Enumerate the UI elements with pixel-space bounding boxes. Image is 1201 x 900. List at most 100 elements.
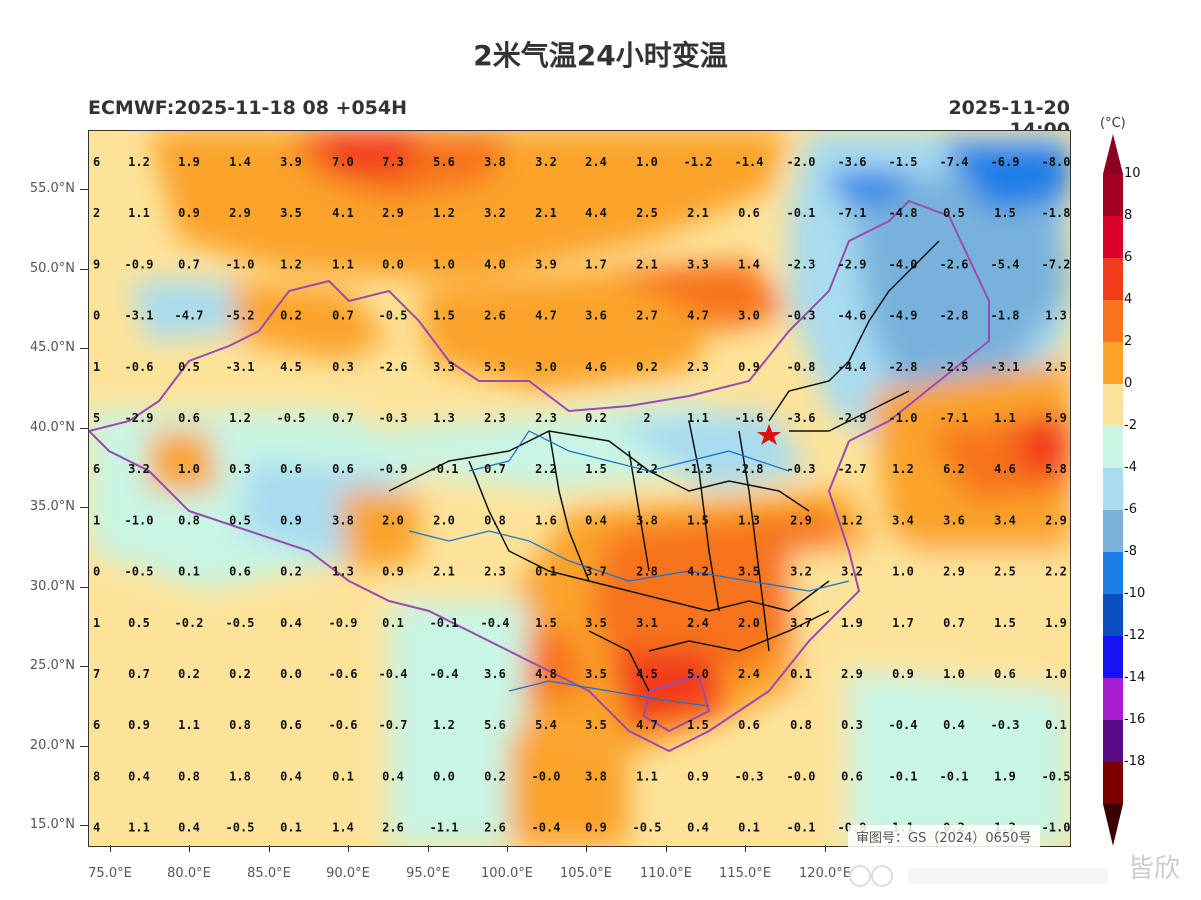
grid-value: 0.4 (280, 769, 302, 783)
longitude-label: 100.0°E (481, 866, 533, 881)
grid-value: -0.2 (175, 616, 204, 630)
grid-value: -0.5 (277, 411, 306, 425)
grid-value: -7.1 (838, 206, 867, 220)
grid-value: -1.4 (735, 155, 764, 169)
grid-value: -2.8 (940, 309, 969, 323)
grid-value: 2.2 (1045, 565, 1067, 579)
longitude-label: 95.0°E (406, 866, 450, 881)
grid-value: 0 (93, 565, 100, 579)
grid-value: 2.0 (382, 513, 404, 527)
grid-value: 2.0 (738, 616, 760, 630)
grid-value: 1.0 (636, 155, 658, 169)
grid-value: 0.6 (738, 718, 760, 732)
colorbar-segment (1103, 426, 1123, 468)
grid-value: 1 (93, 513, 100, 527)
grid-value: 5.6 (484, 718, 506, 732)
map-canvas: 6 1.2 1.9 1.4 3.9 7.0 7.3 5.6 3.8 3.2 2.4 1.0 -1.2 -1… (89, 131, 1070, 846)
grid-value: 3.6 (943, 513, 965, 527)
grid-value: 4.7 (636, 718, 658, 732)
grid-value: 2.7 (636, 309, 658, 323)
grid-value: -3.1 (226, 360, 255, 374)
grid-value: -0.5 (633, 821, 662, 835)
grid-value: 0.6 (178, 411, 200, 425)
grid-value: 3.1 (636, 616, 658, 630)
grid-value: 4.1 (332, 206, 354, 220)
grid-value: 1.4 (738, 257, 760, 271)
colorbar-segment (1103, 174, 1123, 216)
grid-value: -0.5 (226, 821, 255, 835)
grid-value: 0.3 (841, 718, 863, 732)
temperature-change-map[interactable]: 6 1.2 1.9 1.4 3.9 7.0 7.3 5.6 3.8 3.2 2.4 1.0 -1.2 -1… (88, 130, 1071, 847)
grid-value: 3.2 (841, 565, 863, 579)
colorbar-segment (1103, 468, 1123, 510)
colorbar-segment (1103, 636, 1123, 678)
grid-value: 7.3 (382, 155, 404, 169)
grid-value: 0.1 (280, 821, 302, 835)
grid-value: -0.9 (379, 462, 408, 476)
grid-value: 4.6 (994, 462, 1016, 476)
latitude-tick (80, 825, 88, 826)
grid-value: -2.9 (838, 257, 867, 271)
grid-value: 3.5 (280, 206, 302, 220)
grid-value: 0.0 (382, 257, 404, 271)
grid-value: 1.7 (585, 257, 607, 271)
grid-value: 8 (93, 769, 100, 783)
colorbar-label: -10 (1124, 586, 1146, 601)
grid-value: 2.8 (636, 565, 658, 579)
grid-value: 1 (93, 616, 100, 630)
grid-value: 1.4 (229, 155, 251, 169)
grid-value: -0.5 (1042, 769, 1070, 783)
grid-value: 2.6 (484, 821, 506, 835)
latitude-label: 50.0°N (29, 261, 75, 276)
latitude-tick (80, 587, 88, 588)
grid-value: 1.5 (687, 718, 709, 732)
grid-value: -1.1 (430, 821, 459, 835)
grid-value: 1.6 (535, 513, 557, 527)
grid-value: 3.6 (585, 309, 607, 323)
grid-value: 0.8 (484, 513, 506, 527)
grid-value: 1.2 (841, 513, 863, 527)
latitude-label: 25.0°N (29, 658, 75, 673)
grid-value: 0.9 (687, 769, 709, 783)
grid-value: 0.0 (433, 769, 455, 783)
colorbar-segment (1103, 300, 1123, 342)
grid-value: 0.2 (178, 667, 200, 681)
grid-value: 3.2 (535, 155, 557, 169)
grid-value: 4.6 (585, 360, 607, 374)
longitude-tick (110, 845, 111, 852)
grid-value: -0.4 (430, 667, 459, 681)
grid-value: 1.7 (892, 616, 914, 630)
grid-value: 3.8 (636, 513, 658, 527)
grid-value: -2.8 (889, 360, 918, 374)
grid-value: 0.1 (738, 821, 760, 835)
grid-value: 5.9 (1045, 411, 1067, 425)
grid-value: 1.2 (433, 718, 455, 732)
grid-value: -2.3 (787, 257, 816, 271)
watermark-text: 皆欣 (1128, 854, 1181, 884)
longitude-label: 85.0°E (247, 866, 291, 881)
grid-value: 2.5 (994, 565, 1016, 579)
grid-value: -0.0 (787, 769, 816, 783)
grid-value: 0.6 (280, 718, 302, 732)
grid-value: 4 (93, 821, 100, 835)
grid-value: 4.7 (535, 309, 557, 323)
grid-value: -3.6 (838, 155, 867, 169)
grid-value: 0.7 (332, 309, 354, 323)
grid-value: 1.1 (687, 411, 709, 425)
grid-value: 1.1 (636, 769, 658, 783)
grid-values-layer: 6 1.2 1.9 1.4 3.9 7.0 7.3 5.6 3.8 3.2 2.4 1.0 -1.2 -1… (93, 155, 1070, 835)
grid-value: -0.6 (125, 360, 154, 374)
grid-value: 7.0 (332, 155, 354, 169)
grid-value: -5.4 (991, 257, 1020, 271)
grid-value: -0.1 (430, 616, 459, 630)
grid-value: 3.2 (790, 565, 812, 579)
grid-value: 5.3 (484, 360, 506, 374)
grid-value: 1.0 (892, 565, 914, 579)
grid-value: 0.9 (382, 565, 404, 579)
grid-value: 5.4 (535, 718, 557, 732)
latitude-tick (80, 428, 88, 429)
grid-value: 0.1 (332, 769, 354, 783)
grid-value: 4.5 (280, 360, 302, 374)
grid-value: 0.3 (229, 462, 251, 476)
colorbar-label: 6 (1124, 250, 1133, 265)
